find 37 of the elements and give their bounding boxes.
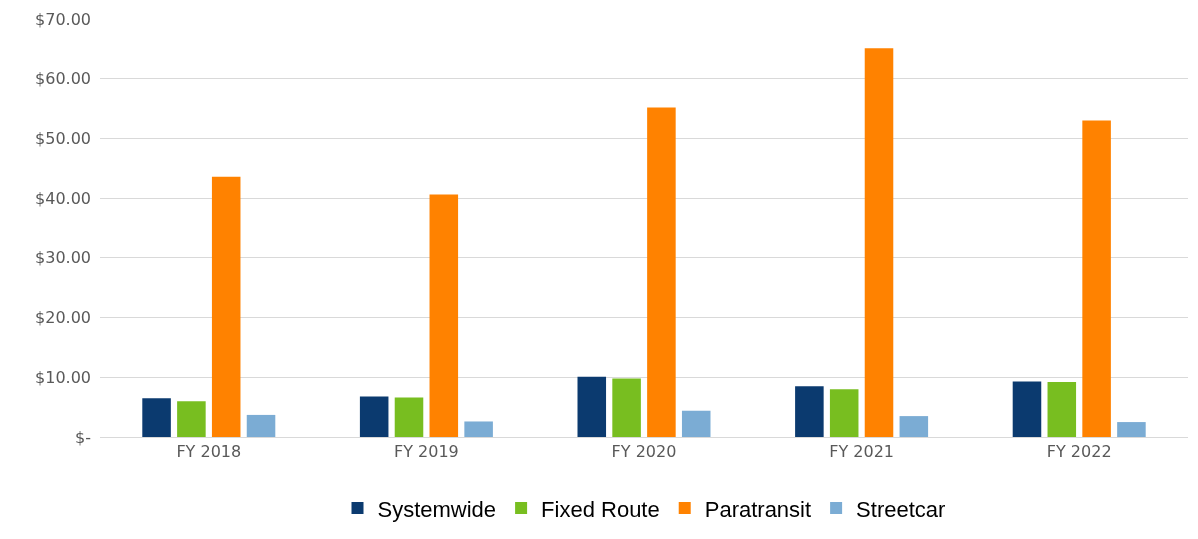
bar [1082,120,1111,437]
legend-label: Systemwide [377,496,497,522]
bar [359,396,389,437]
bar [647,107,676,437]
legend-label: Streetcar [856,496,946,522]
y-tick-label: $60.00 [35,69,91,89]
y-tick-label: $30.00 [35,248,91,268]
bar [246,414,276,437]
y-tick-label: $40.00 [35,188,91,208]
legend-label: Fixed Route [541,496,660,522]
bar [1012,381,1042,437]
bar [142,398,171,437]
bar [1117,422,1146,437]
bar [177,401,206,437]
x-tick-label: FY 2020 [611,442,677,462]
bar [429,194,459,437]
bar [211,176,241,437]
bar [899,416,929,437]
y-tick-label: $- [75,427,91,447]
bar [795,386,824,437]
bar [829,389,859,437]
y-tick-label: $20.00 [35,308,91,328]
legend-label: Paratransit [704,496,812,522]
x-tick-label: FY 2019 [394,442,459,462]
bar [394,397,424,437]
y-tick-label: $70.00 [35,9,91,29]
y-tick-label: $10.00 [35,367,91,387]
bar [681,410,711,437]
x-tick-label: FY 2022 [1046,442,1112,462]
bar [464,421,493,437]
bar [612,378,641,437]
bar [1047,382,1077,437]
y-tick-label: $50.00 [35,129,91,149]
x-tick-label: FY 2018 [176,442,242,462]
x-tick-label: FY 2021 [829,442,894,462]
bar [864,48,894,437]
bar [577,376,607,437]
